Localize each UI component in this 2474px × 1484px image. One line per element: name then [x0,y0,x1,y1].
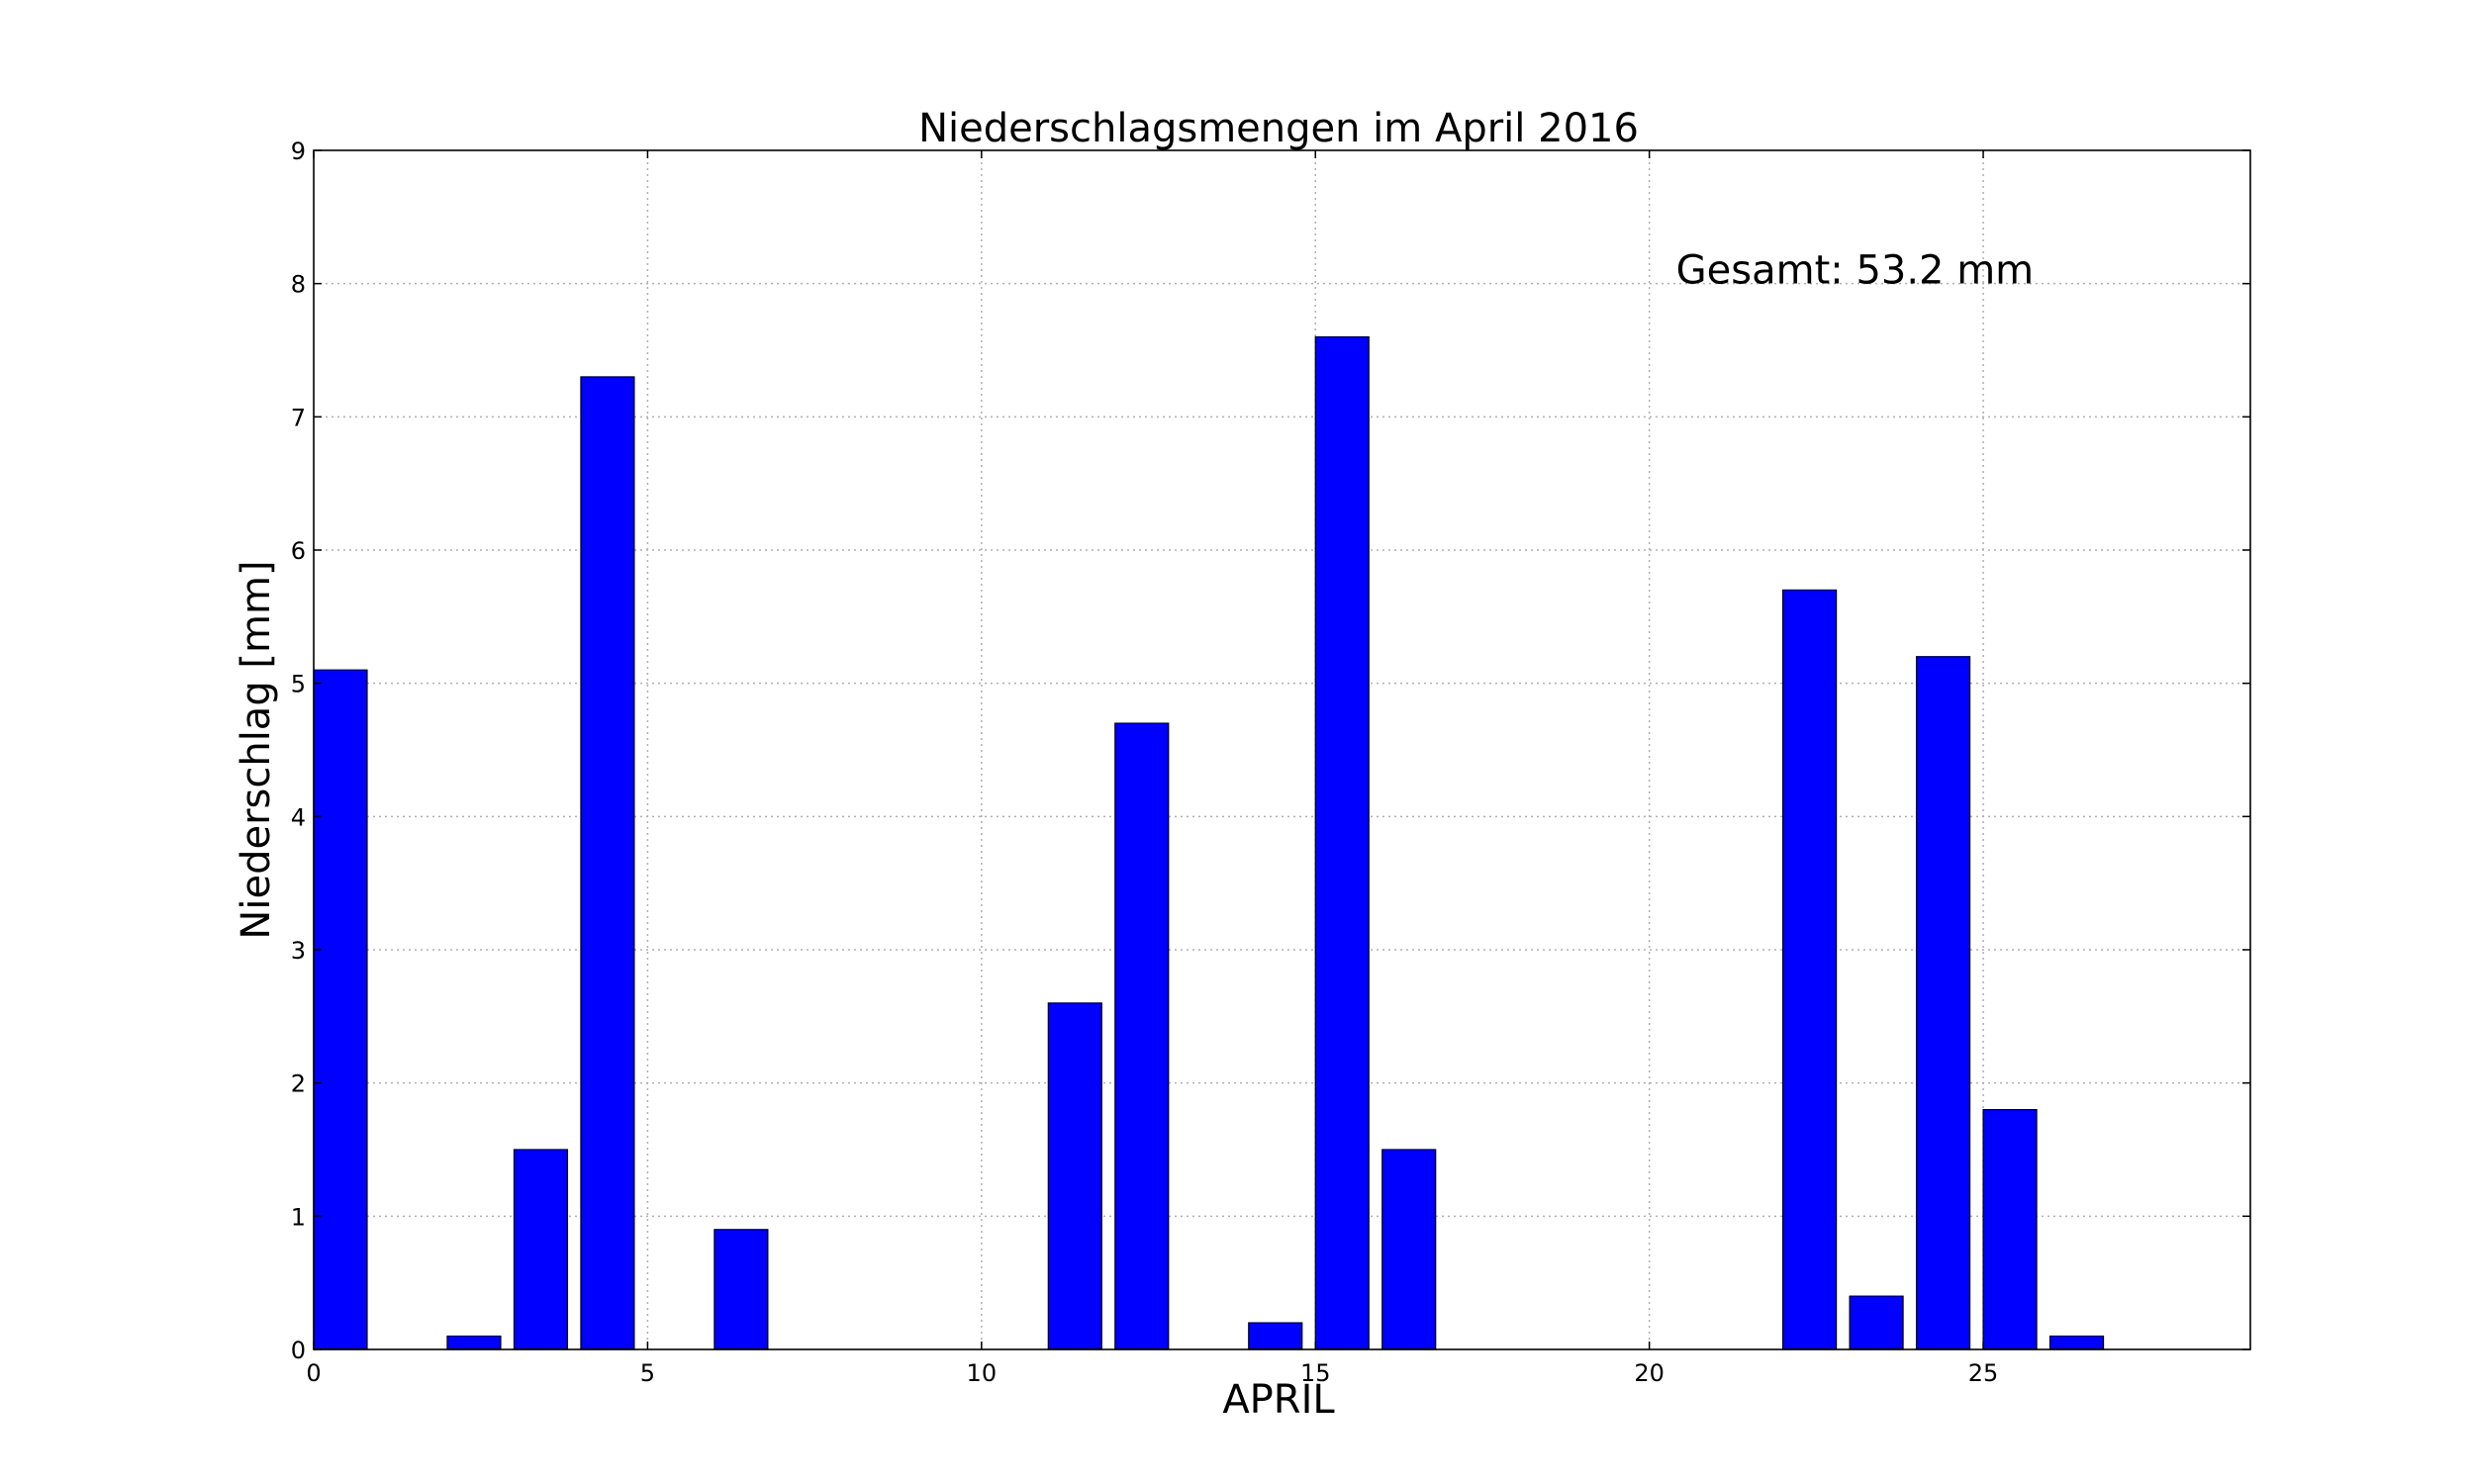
bar [1849,1295,1904,1350]
x-tick-label: 10 [967,1359,998,1387]
y-tick-label: 4 [291,803,306,831]
y-tick-label: 9 [291,138,306,165]
y-tick-label: 5 [291,671,306,698]
x-tick-label: 5 [640,1359,655,1387]
y-axis-label: Niederschlag [mm] [234,560,279,939]
bar [1982,1108,2038,1350]
bar [1047,1002,1102,1350]
axis-ticks [313,149,2250,1350]
bar [580,376,635,1350]
x-tick-labels: 0 5 10 15 20 25 [306,1359,1998,1387]
bar [513,1149,569,1350]
grid [314,150,2250,1349]
bar [1782,589,1838,1350]
x-tick-label: 0 [306,1359,321,1387]
bar [1381,1149,1437,1350]
y-tick-label: 2 [291,1070,306,1098]
x-tick-label: 20 [1634,1359,1665,1387]
y-tick-label: 6 [291,537,306,565]
y-tick-label: 8 [291,271,306,299]
plot-frame [313,149,2251,1350]
chart-title: Niederschlagsmengen im April 2016 [918,106,1639,151]
x-axis-label: APRIL [1222,1377,1335,1423]
bar [1915,656,1971,1350]
x-tick-label: 25 [1968,1359,1999,1387]
x-tick-label: 15 [1300,1359,1331,1387]
bar [714,1229,769,1350]
bar [1248,1322,1303,1350]
bar [313,669,368,1350]
bar [446,1335,502,1350]
total-annotation: Gesamt: 53.2 mm [1676,248,2035,294]
bars [313,335,2105,1350]
y-tick-labels: 0 1 2 3 4 5 6 7 8 9 [291,138,306,1364]
y-tick-label: 7 [291,404,306,431]
y-tick-label: 1 [291,1203,306,1231]
y-tick-label: 3 [291,937,306,965]
bar [1114,722,1170,1350]
bar [1314,335,1370,1350]
bar [2048,1335,2105,1350]
y-tick-label: 0 [291,1337,306,1364]
